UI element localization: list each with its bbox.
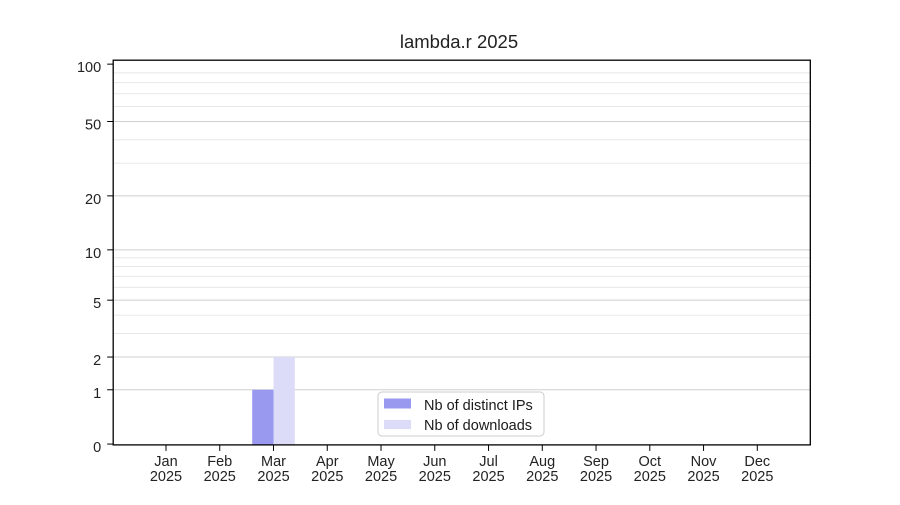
svg-text:100: 100 [77,60,101,76]
svg-text:Nov: Nov [691,454,718,470]
svg-text:2025: 2025 [365,469,397,485]
svg-text:2025: 2025 [580,469,612,485]
svg-text:0: 0 [93,440,101,456]
svg-text:2025: 2025 [204,469,236,485]
svg-text:Dec: Dec [744,454,770,470]
svg-text:2025: 2025 [741,469,773,485]
svg-text:2025: 2025 [526,469,558,485]
svg-text:10: 10 [85,246,101,262]
svg-text:Jul: Jul [479,454,498,470]
svg-text:2: 2 [93,353,101,369]
svg-text:Mar: Mar [261,454,286,470]
svg-text:2025: 2025 [419,469,451,485]
svg-text:Apr: Apr [316,454,339,470]
svg-text:2025: 2025 [687,469,719,485]
svg-text:2025: 2025 [311,469,343,485]
svg-text:Jun: Jun [423,454,446,470]
svg-text:20: 20 [85,192,101,208]
svg-text:Nb of downloads: Nb of downloads [424,418,532,434]
svg-text:lambda.r 2025: lambda.r 2025 [400,31,518,52]
svg-text:Sep: Sep [583,454,609,470]
svg-text:50: 50 [85,118,101,134]
svg-text:Aug: Aug [529,454,555,470]
svg-text:Nb of distinct IPs: Nb of distinct IPs [424,398,533,414]
svg-text:2025: 2025 [150,469,182,485]
svg-text:Jan: Jan [154,454,177,470]
svg-text:Oct: Oct [639,454,662,470]
svg-text:May: May [367,454,395,470]
svg-text:5: 5 [93,296,101,312]
svg-text:2025: 2025 [472,469,504,485]
svg-text:2025: 2025 [257,469,289,485]
svg-text:2025: 2025 [634,469,666,485]
svg-text:Feb: Feb [207,454,232,470]
svg-text:1: 1 [93,386,101,402]
